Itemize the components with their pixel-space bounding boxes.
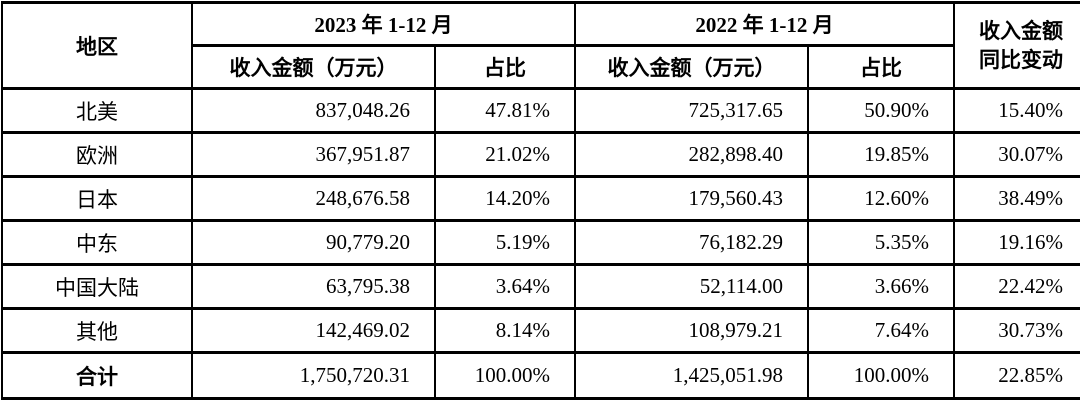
table-row-north-america: 北美 837,048.26 47.81% 725,317.65 50.90% 1… bbox=[1, 87, 1080, 134]
table-row-europe: 欧洲 367,951.87 21.02% 282,898.40 19.85% 3… bbox=[1, 131, 1080, 178]
revenue-2023-cell: 142,469.02 bbox=[191, 307, 436, 354]
share-2023-cell: 14.20% bbox=[434, 175, 576, 222]
revenue-2023-cell: 248,676.58 bbox=[191, 175, 436, 222]
share-2022-cell: 3.66% bbox=[807, 263, 955, 310]
region-cell: 中东 bbox=[1, 219, 193, 266]
share-2023-cell: 47.81% bbox=[434, 87, 576, 134]
total-revenue-2022-cell: 1,425,051.98 bbox=[574, 351, 809, 400]
header-row-measures: 收入金额（万元） 占比 收入金额（万元） 占比 bbox=[2, 44, 1080, 90]
yoy-cell: 30.07% bbox=[953, 131, 1080, 178]
table-row-total: 合计 1,750,720.31 100.00% 1,425,051.98 100… bbox=[1, 351, 1080, 400]
share-2022-cell: 50.90% bbox=[807, 87, 955, 134]
share-2022-cell: 12.60% bbox=[807, 175, 955, 222]
header-row-periods: 地区 2023 年 1-12 月 2022 年 1-12 月 收入金额 同比变动 bbox=[1, 1, 1080, 90]
region-cell: 欧洲 bbox=[1, 131, 193, 178]
revenue-2022-cell: 179,560.43 bbox=[574, 175, 809, 222]
revenue-2023-cell: 367,951.87 bbox=[191, 131, 436, 178]
total-share-2023-cell: 100.00% bbox=[434, 351, 576, 400]
share-2022-cell: 7.64% bbox=[807, 307, 955, 354]
header-yoy-change: 收入金额 同比变动 bbox=[953, 1, 1080, 90]
table-row-middle-east: 中东 90,779.20 5.19% 76,182.29 5.35% 19.16… bbox=[1, 219, 1080, 266]
yoy-cell: 15.40% bbox=[953, 87, 1080, 134]
header-yoy-line2: 同比变动 bbox=[979, 47, 1063, 72]
region-cell: 其他 bbox=[1, 307, 193, 354]
total-share-2022-cell: 100.00% bbox=[807, 351, 955, 400]
revenue-2022-cell: 52,114.00 bbox=[574, 263, 809, 310]
revenue-2023-cell: 90,779.20 bbox=[191, 219, 436, 266]
header-revenue-2023: 收入金额（万元） bbox=[191, 44, 436, 90]
revenue-2022-cell: 725,317.65 bbox=[574, 87, 809, 134]
header-period-2023: 2023 年 1-12 月 bbox=[191, 1, 576, 47]
region-cell: 中国大陆 bbox=[1, 263, 193, 310]
share-2022-cell: 19.85% bbox=[807, 131, 955, 178]
region-cell: 日本 bbox=[1, 175, 193, 222]
table-row-mainland-china: 中国大陆 63,795.38 3.64% 52,114.00 3.66% 22.… bbox=[1, 263, 1080, 310]
revenue-2022-cell: 108,979.21 bbox=[574, 307, 809, 354]
revenue-2023-cell: 63,795.38 bbox=[191, 263, 436, 310]
share-2023-cell: 21.02% bbox=[434, 131, 576, 178]
share-2023-cell: 8.14% bbox=[434, 307, 576, 354]
header-period-2022: 2022 年 1-12 月 bbox=[574, 1, 955, 47]
header-region: 地区 bbox=[1, 1, 193, 90]
revenue-2022-cell: 76,182.29 bbox=[574, 219, 809, 266]
yoy-cell: 22.42% bbox=[953, 263, 1080, 310]
region-cell: 北美 bbox=[1, 87, 193, 134]
yoy-cell: 38.49% bbox=[953, 175, 1080, 222]
total-label-cell: 合计 bbox=[1, 351, 193, 400]
revenue-2022-cell: 282,898.40 bbox=[574, 131, 809, 178]
total-revenue-2023-cell: 1,750,720.31 bbox=[191, 351, 436, 400]
header-share-2023: 占比 bbox=[434, 44, 576, 90]
table-row-other: 其他 142,469.02 8.14% 108,979.21 7.64% 30.… bbox=[1, 307, 1080, 354]
revenue-2023-cell: 837,048.26 bbox=[191, 87, 436, 134]
yoy-cell: 19.16% bbox=[953, 219, 1080, 266]
share-2023-cell: 5.19% bbox=[434, 219, 576, 266]
header-yoy-line1: 收入金额 bbox=[979, 19, 1063, 44]
header-revenue-2022: 收入金额（万元） bbox=[574, 44, 809, 90]
share-2022-cell: 5.35% bbox=[807, 219, 955, 266]
total-yoy-cell: 22.85% bbox=[953, 351, 1080, 400]
share-2023-cell: 3.64% bbox=[434, 263, 576, 310]
header-share-2022: 占比 bbox=[807, 44, 955, 90]
yoy-cell: 30.73% bbox=[953, 307, 1080, 354]
table-row-japan: 日本 248,676.58 14.20% 179,560.43 12.60% 3… bbox=[1, 175, 1080, 222]
